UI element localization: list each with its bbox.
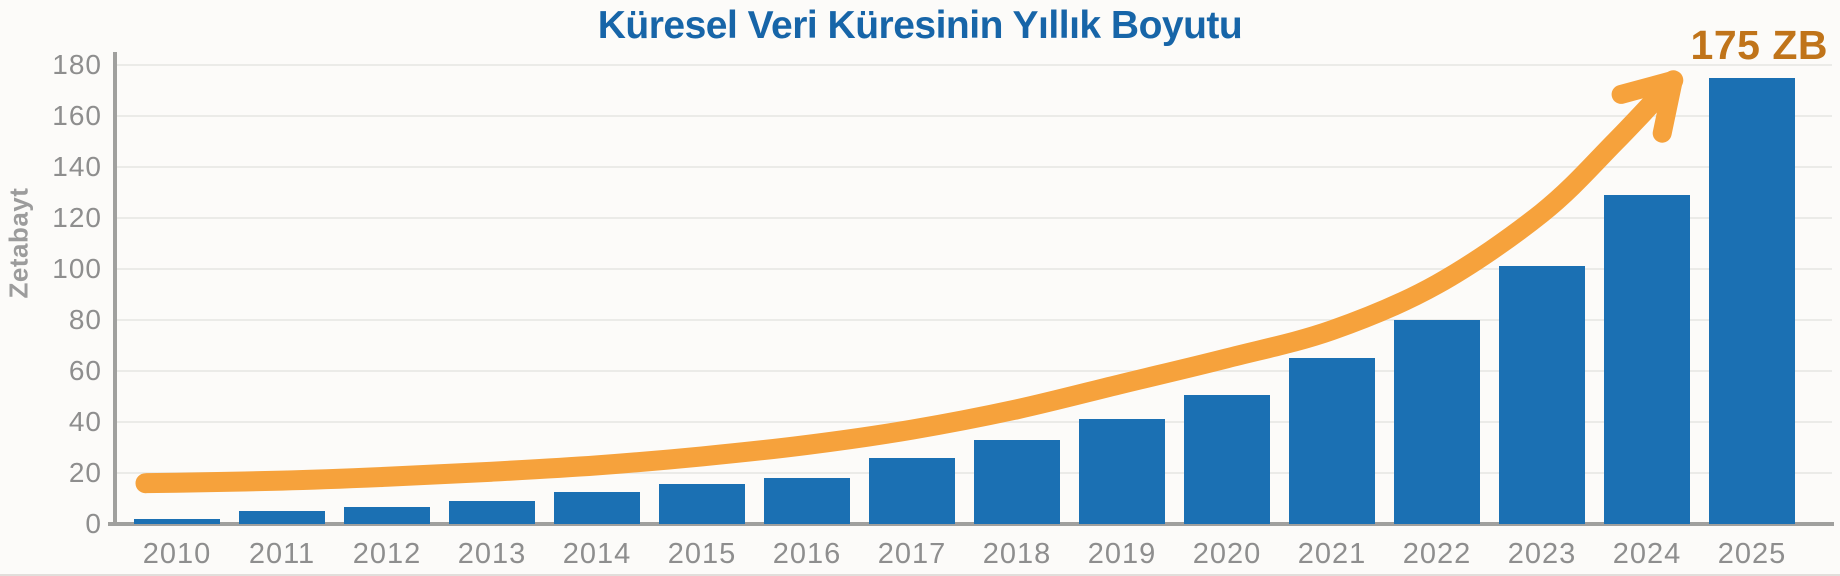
x-tick-label-2016: 2016 [772, 538, 842, 570]
y-tick-label-80: 80 [68, 304, 102, 335]
y-tick-label-120: 120 [52, 202, 102, 233]
gridline-140 [116, 166, 1832, 168]
x-tick-label-2013: 2013 [457, 538, 527, 570]
bar-2017 [869, 457, 955, 524]
bar-2025 [1709, 77, 1795, 524]
x-tick-label-2011: 2011 [248, 538, 316, 570]
bar-2020 [1184, 395, 1270, 524]
gridline-180 [116, 64, 1832, 66]
x-tick-label-2018: 2018 [982, 538, 1052, 570]
y-tick-label-140: 140 [52, 151, 102, 182]
y-tick-label-40: 40 [68, 406, 102, 437]
y-tick-label-180: 180 [52, 49, 102, 80]
x-tick-label-2021: 2021 [1297, 538, 1367, 570]
y-tick-label-160: 160 [52, 100, 102, 131]
x-tick-label-2023: 2023 [1507, 538, 1577, 570]
bar-2024 [1604, 195, 1690, 524]
x-tick-label-2019: 2019 [1087, 538, 1157, 570]
x-tick-label-2010: 2010 [142, 538, 212, 570]
y-tick-label-100: 100 [52, 253, 102, 284]
bar-2014 [554, 492, 640, 524]
bar-2023 [1499, 266, 1585, 524]
arrowhead-icon [1611, 70, 1683, 143]
bar-2013 [449, 501, 535, 524]
y-axis-line [113, 52, 117, 526]
bar-2021 [1289, 358, 1375, 524]
x-tick-label-2015: 2015 [667, 538, 737, 570]
y-tick-label-60: 60 [68, 355, 102, 386]
gridline-120 [116, 217, 1832, 219]
y-tick-label-20: 20 [68, 457, 102, 488]
x-tick-label-2022: 2022 [1402, 538, 1472, 570]
bottom-edge-line [0, 574, 1840, 576]
x-tick-label-2017: 2017 [877, 538, 947, 570]
bar-2019 [1079, 419, 1165, 524]
bar-2010 [134, 518, 220, 524]
x-tick-label-2014: 2014 [562, 538, 632, 570]
bar-2022 [1394, 320, 1480, 524]
bar-2016 [764, 478, 850, 524]
chart-title: Küresel Veri Küresinin Yıllık Boyutu [597, 4, 1243, 47]
x-tick-label-2024: 2024 [1612, 538, 1682, 570]
bar-2018 [974, 439, 1060, 524]
x-tick-label-2025: 2025 [1717, 538, 1787, 570]
gridline-160 [116, 115, 1832, 117]
y-tick-label-0: 0 [85, 508, 102, 539]
bar-2012 [344, 507, 430, 524]
y-axis-label: Zetabayt [3, 187, 34, 299]
bar-2015 [659, 484, 745, 524]
x-tick-label-2020: 2020 [1192, 538, 1262, 570]
x-tick-label-2012: 2012 [352, 538, 422, 570]
x-axis-line [108, 522, 1834, 526]
bar-2011 [239, 511, 325, 524]
peak-value-label: 175 ZB [1690, 22, 1828, 68]
